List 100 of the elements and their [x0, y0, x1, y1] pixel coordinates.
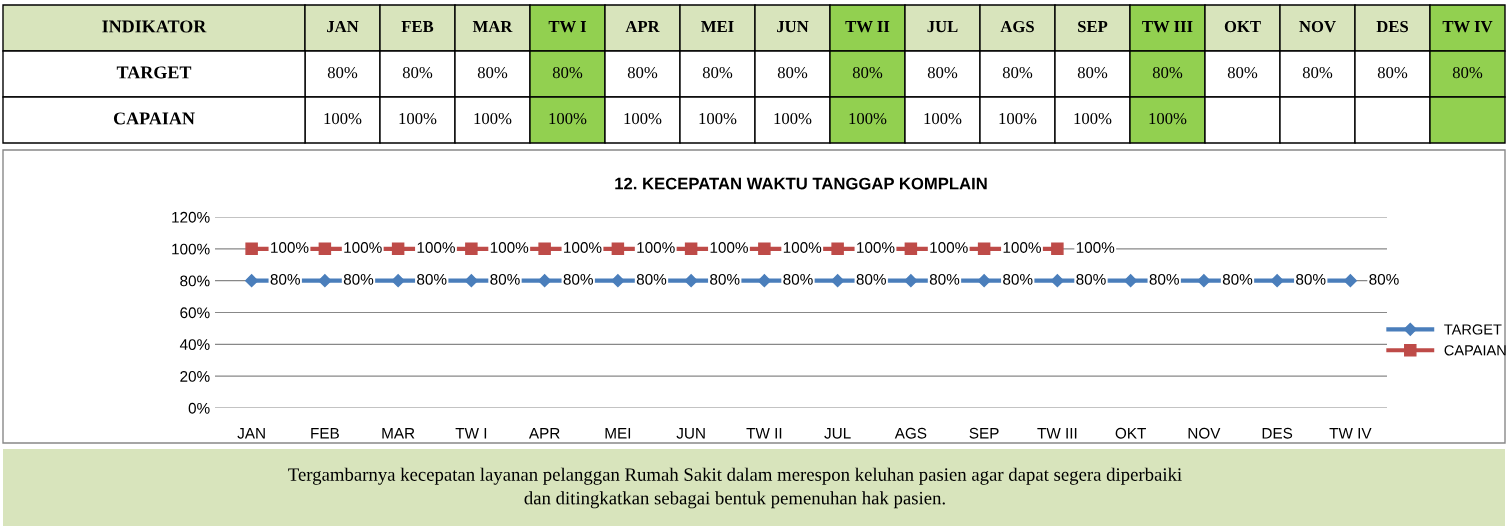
text: 80%	[1152, 66, 1183, 79]
category-label: JUN	[777, 21, 809, 33]
x-tick-label: DES	[1262, 427, 1293, 439]
data-label: 80%	[1296, 273, 1326, 285]
y-tick-label: 100%	[172, 243, 210, 255]
x-tick-label: OKT	[1115, 427, 1146, 439]
data-label: 100%	[930, 242, 968, 253]
data-label: 80%	[490, 273, 520, 285]
text: 80%	[1002, 66, 1033, 79]
data-label: 100%	[344, 242, 382, 253]
data-label: 80%	[563, 273, 593, 285]
text: 80%	[1377, 66, 1408, 79]
category-label: SEP	[1078, 20, 1108, 33]
data-label: 80%	[1076, 273, 1106, 285]
text: 80%	[927, 66, 958, 79]
text: 80%	[402, 66, 433, 79]
x-tick-label: JUL	[824, 428, 851, 439]
x-tick-label: AGS	[894, 427, 927, 439]
text: 100%	[1074, 112, 1112, 125]
data-label: 100%	[783, 242, 822, 253]
text: 80%	[327, 66, 358, 79]
data-label: 80%	[783, 273, 813, 285]
legend-label: TARGET	[1444, 324, 1502, 335]
data-label: 80%	[1369, 273, 1399, 285]
text: 100%	[924, 112, 962, 125]
category-label: TW III	[1142, 21, 1193, 33]
text: 100%	[849, 112, 887, 125]
x-tick-label: TW IV	[1329, 428, 1372, 439]
y-tick-label: 120%	[172, 211, 210, 223]
text: 100%	[549, 112, 587, 125]
y-tick-label: 40%	[179, 339, 210, 351]
text: 80%	[777, 66, 808, 79]
x-tick-label: TW II	[746, 428, 782, 439]
category-label: TW II	[845, 21, 890, 33]
category-label: OKT	[1224, 20, 1261, 33]
text: 80%	[627, 66, 658, 79]
text: 80%	[1302, 66, 1333, 79]
text: 100%	[399, 112, 437, 125]
data-label: 100%	[564, 242, 602, 253]
category-label: TW I	[548, 21, 587, 33]
data-label: 80%	[710, 273, 740, 285]
y-tick-label: 60%	[180, 307, 210, 319]
x-tick-label: JUN	[676, 428, 705, 439]
category-label: DES	[1376, 20, 1408, 33]
text: CAPAIAN	[113, 112, 195, 125]
text: INDIKATOR	[102, 20, 207, 33]
data-label: 80%	[270, 273, 300, 285]
x-tick-label: TW I	[455, 428, 487, 439]
x-tick-label: MAR	[382, 428, 415, 439]
text: 100%	[624, 112, 662, 125]
text: 80%	[1077, 66, 1108, 79]
text: 80%	[1227, 66, 1258, 79]
y-tick-label: 0%	[188, 402, 210, 414]
data-label: 100%	[417, 242, 455, 253]
y-tick-label: 20%	[180, 371, 210, 382]
data-label: 100%	[1003, 242, 1041, 253]
data-label: 100%	[637, 242, 675, 253]
category-label: AGS	[1000, 20, 1034, 33]
data-label: 80%	[343, 273, 374, 285]
data-label: 80%	[856, 273, 886, 285]
data-label: 80%	[636, 273, 667, 285]
text: 80%	[552, 66, 583, 79]
category-label: APR	[625, 21, 660, 33]
text: 100%	[699, 112, 737, 125]
data-label: 80%	[1222, 273, 1253, 285]
category-label: JUL	[927, 21, 958, 33]
text: 80%	[477, 66, 508, 79]
text: 80%	[1452, 66, 1483, 79]
data-label: 100%	[710, 242, 748, 253]
y-tick-label: 80%	[180, 275, 210, 287]
text: 100%	[999, 112, 1037, 125]
x-tick-label: TW III	[1037, 428, 1077, 439]
data-label: 80%	[1003, 273, 1033, 285]
text: TARGET	[116, 66, 192, 79]
legend-label: CAPAIAN	[1444, 345, 1506, 356]
x-tick-label: MEI	[605, 428, 631, 439]
x-tick-label: SEP	[969, 427, 999, 439]
x-tick-label: FEB	[311, 428, 339, 439]
category-label: NOV	[1299, 20, 1336, 33]
x-tick-label: JAN	[237, 428, 265, 439]
data-label: 80%	[417, 273, 447, 285]
category-label: FEB	[401, 21, 434, 33]
text: 80%	[852, 66, 883, 79]
data-label: 100%	[271, 242, 309, 253]
data-label: 80%	[1149, 273, 1179, 285]
category-label: MAR	[472, 21, 513, 33]
text: 100%	[474, 112, 512, 125]
category-label: JAN	[327, 21, 359, 33]
data-label: 100%	[1076, 242, 1115, 253]
text: 100%	[324, 112, 362, 125]
data-label: 100%	[857, 242, 895, 253]
data-label: 80%	[929, 273, 960, 285]
x-tick-label: APR	[528, 428, 560, 439]
text: 80%	[702, 66, 733, 79]
chart-title: 12. KECEPATAN WAKTU TANGGAP KOMPLAIN	[615, 177, 987, 190]
category-label: TW IV	[1442, 21, 1493, 33]
category-label: MEI	[701, 21, 734, 33]
text: 100%	[774, 112, 812, 125]
text: Tergambarnya kecepatan layanan pelanggan Rumah Sakit dalam merespon keluhan pasien agar dapat segera diperbaiki dan ditingkatkan sebagai bentuk pemenuhan hak pasien.	[288, 467, 1182, 509]
x-tick-label: NOV	[1188, 427, 1221, 439]
